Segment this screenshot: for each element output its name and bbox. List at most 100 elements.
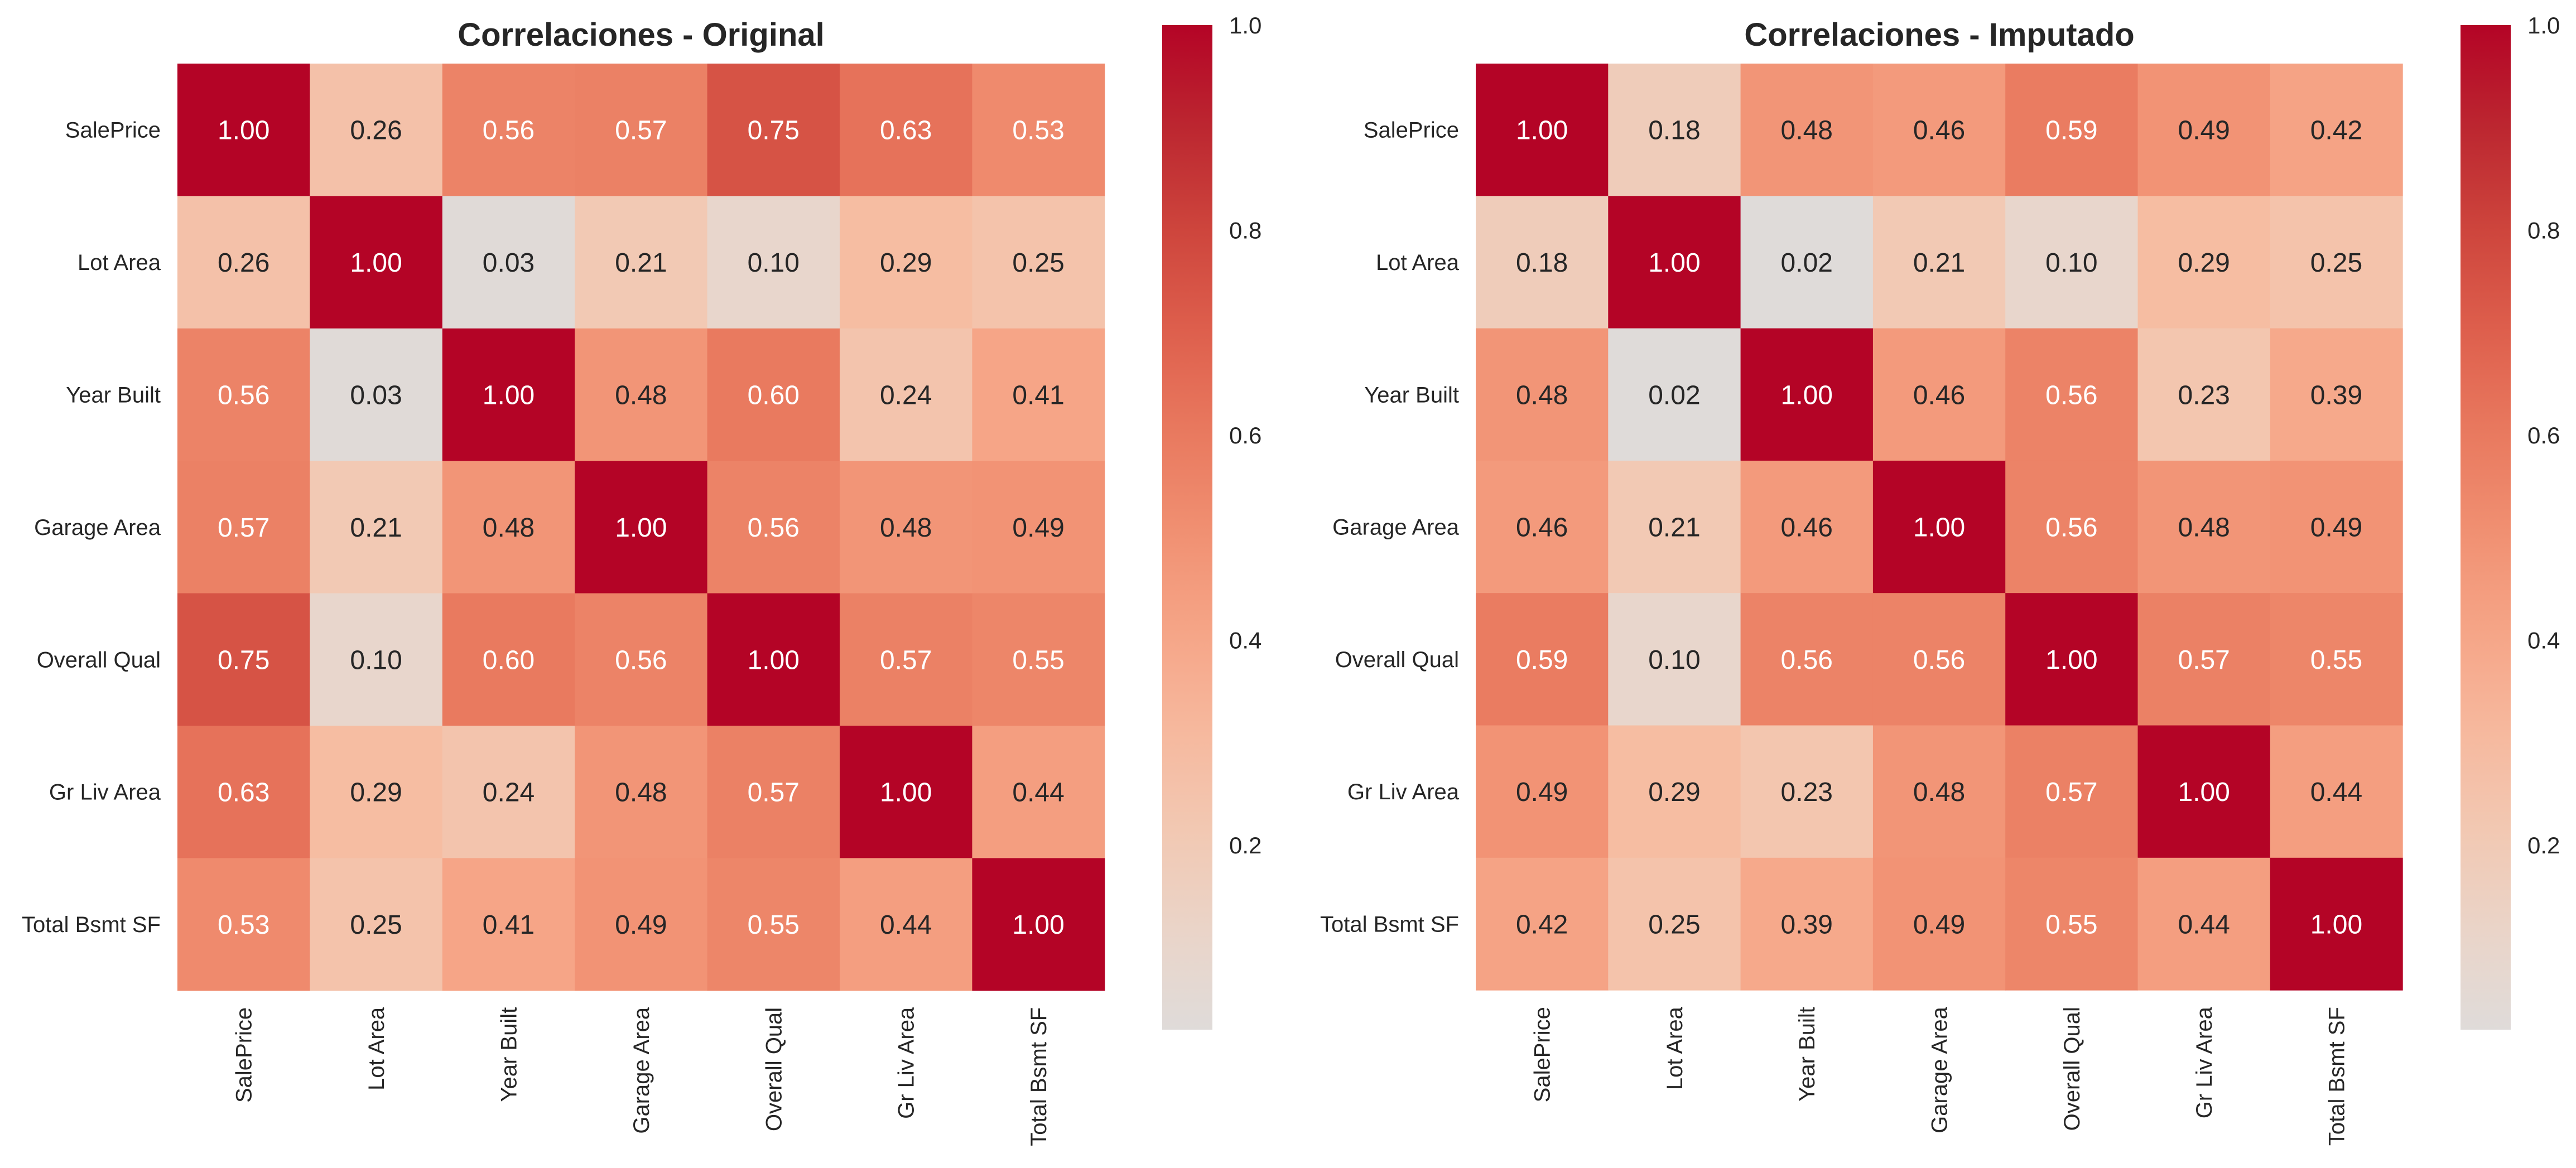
- heatmap-cell: [575, 328, 708, 461]
- cell-value-label: 0.21: [615, 248, 667, 278]
- heatmap-cell: [2137, 196, 2271, 329]
- cell-value-label: 0.24: [880, 381, 932, 411]
- cell-value-label: 1.00: [1012, 910, 1064, 940]
- cell-value-label: 0.57: [2045, 778, 2097, 807]
- heatmap-cell: [2005, 64, 2139, 196]
- heatmap-cell: [2137, 725, 2271, 858]
- heatmap-cell: [575, 593, 708, 726]
- heatmap-cell: [840, 196, 972, 329]
- heatmap-cell: [1872, 328, 2006, 461]
- cell-value-label: 1.00: [350, 248, 402, 278]
- heatmap-cell: [1872, 460, 2006, 593]
- cell-value-label: 1.00: [218, 116, 269, 146]
- heatmap-cell: [840, 64, 972, 196]
- cell-value-label: 0.25: [1648, 910, 1700, 939]
- heatmap-cell: [1608, 460, 1741, 593]
- heatmap-cell: [442, 726, 575, 858]
- heatmap-cell: [2005, 460, 2139, 593]
- y-tick-label: Overall Qual: [1335, 648, 1459, 672]
- cell-value-label: 0.48: [1781, 116, 1833, 146]
- heatmap-cell: [1608, 725, 1741, 858]
- cell-value-label: 0.29: [880, 248, 932, 278]
- heatmap-cell: [442, 196, 575, 329]
- colorbar: 0.2 0.4 0.6 0.8 1.0: [2461, 12, 2560, 1030]
- cell-value-label: 0.23: [2178, 380, 2230, 410]
- heatmap-cell: [575, 461, 708, 594]
- heatmap-cell: [1872, 64, 2006, 196]
- chart-title: Correlaciones - Original: [458, 17, 825, 53]
- colorbar-tick-label: 0.4: [1229, 628, 1261, 654]
- heatmap-cell: [177, 64, 310, 196]
- heatmap-cell: [840, 726, 972, 858]
- cell-value-label: 0.49: [2178, 116, 2230, 146]
- y-tick-labels: SalePrice Lot Area Year Built Garage Area Ov…: [1320, 118, 1460, 937]
- cell-value-label: 0.10: [350, 645, 402, 675]
- heatmap-cell: [1608, 857, 1741, 991]
- heatmap-cell: [707, 328, 840, 461]
- heatmap-cell: [840, 858, 972, 991]
- y-tick-labels: SalePrice Lot Area Year Built Garage Area Ov…: [22, 118, 161, 937]
- x-tick-label: SalePrice: [1530, 1007, 1555, 1102]
- cell-value-label: 0.75: [748, 116, 800, 146]
- cell-value-label: 0.60: [483, 645, 535, 675]
- heatmap-cell: [177, 461, 310, 594]
- cell-value-label: 0.49: [1913, 910, 1965, 939]
- cell-value-label: 1.00: [615, 513, 667, 543]
- y-tick-label: SalePrice: [65, 118, 161, 143]
- heatmap-cell: [707, 196, 840, 329]
- cell-value-label: 0.59: [1516, 645, 1568, 675]
- heatmap-cell: [310, 461, 443, 594]
- cell-value-label: 0.57: [218, 513, 269, 543]
- heatmap-cell: [1740, 593, 1874, 726]
- cell-value-label: 0.48: [483, 513, 535, 543]
- cell-value-label: 0.21: [1648, 513, 1700, 543]
- y-tick-label: Overall Qual: [37, 648, 161, 672]
- cell-value-label: 0.44: [2310, 778, 2362, 807]
- cell-value-label: 0.55: [2310, 645, 2362, 675]
- heatmap-cell: [2005, 196, 2139, 329]
- cell-value-label: 0.56: [2045, 380, 2097, 410]
- heatmap-cell: [972, 593, 1105, 726]
- cell-value-label: 0.56: [1781, 645, 1833, 675]
- cell-value-label: 0.44: [1012, 778, 1064, 808]
- cell-value-label: 0.48: [1913, 778, 1965, 807]
- cell-value-label: 1.00: [483, 381, 535, 411]
- cell-value-label: 0.48: [2178, 513, 2230, 543]
- cell-value-label: 0.25: [350, 910, 402, 940]
- cell-value-label: 0.29: [2178, 248, 2230, 278]
- cell-value-label: 0.42: [2310, 116, 2362, 146]
- heatmap-cell: [972, 858, 1105, 991]
- cell-value-label: 0.49: [1516, 778, 1568, 807]
- x-tick-label: Overall Qual: [2060, 1007, 2084, 1131]
- cell-value-label: 1.00: [748, 645, 800, 675]
- cell-value-label: 0.55: [2045, 910, 2097, 939]
- cell-value-label: 0.56: [218, 381, 269, 411]
- x-tick-label: SalePrice: [232, 1007, 257, 1103]
- cell-value-label: 1.00: [2178, 778, 2230, 807]
- cell-value-label: 0.63: [880, 116, 932, 146]
- cell-value-label: 0.42: [1516, 910, 1568, 939]
- heatmap-cell: [1476, 857, 1609, 991]
- x-tick-label: Year Built: [1795, 1007, 1819, 1102]
- heatmap-cell: [442, 328, 575, 461]
- heatmap-cells: 1.00 0.26 0.56 0.57 0.75 0.63 0.53 0.26 1.00 0.03…: [177, 64, 1105, 991]
- heatmap-cell: [2137, 593, 2271, 726]
- heatmap-cell: [442, 64, 575, 196]
- cell-value-label: 0.03: [350, 381, 402, 411]
- x-tick-label: Gr Liv Area: [2192, 1006, 2217, 1118]
- cell-value-label: 0.57: [2178, 645, 2230, 675]
- heatmap-cell: [2137, 857, 2271, 991]
- y-tick-label: Lot Area: [78, 250, 161, 275]
- cell-value-label: 0.03: [483, 248, 535, 278]
- heatmap-cell: [2270, 64, 2403, 196]
- heatmap-cell: [1740, 725, 1874, 858]
- colorbar: 0.2 0.4 0.6 0.8 1.0: [1162, 12, 1261, 1030]
- cell-value-label: 0.46: [1913, 380, 1965, 410]
- heatmap-cell: [177, 196, 310, 329]
- cell-value-label: 0.48: [615, 778, 667, 808]
- colorbar-tick-label: 0.4: [2527, 628, 2560, 654]
- heatmap-cell: [1608, 328, 1741, 461]
- heatmap-cell: [1872, 196, 2006, 329]
- heatmap-cell: [177, 328, 310, 461]
